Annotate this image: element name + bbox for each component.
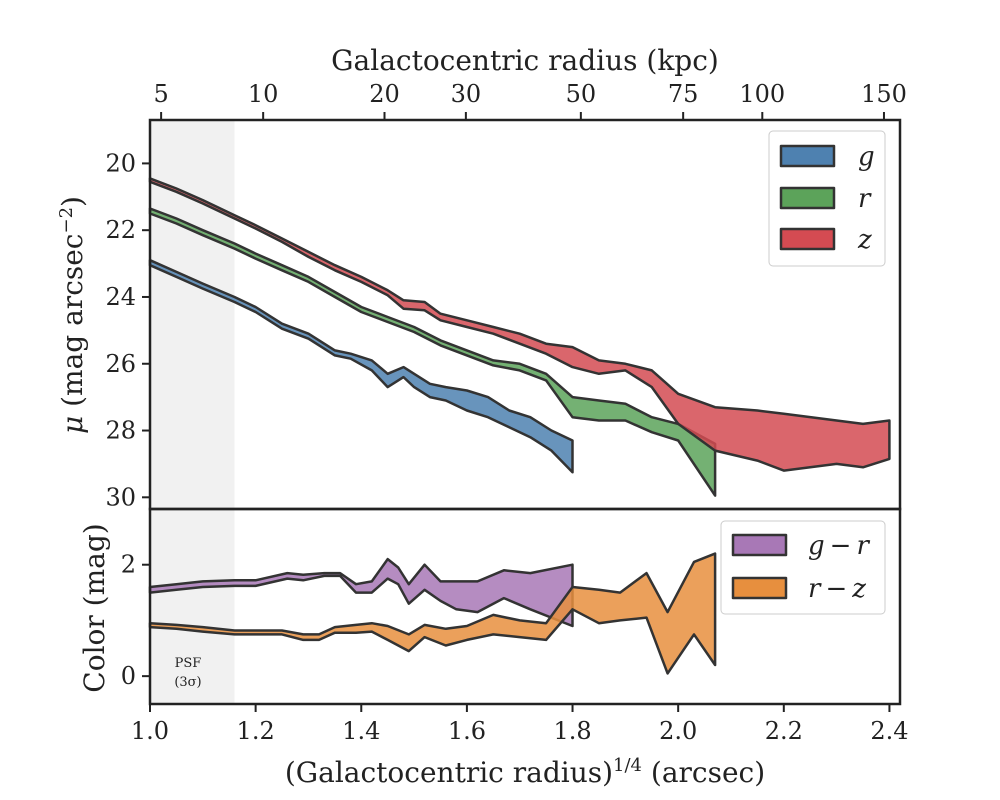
band-r-z [148,552,717,675]
top-legend: g r z [768,130,886,267]
y-tick-label-top: 20 [105,149,136,177]
x-tick-label-top: 30 [451,80,482,108]
legend-swatch-g [779,144,836,168]
legend-swatch-z [779,227,836,251]
x-tick-label-top: 5 [153,80,168,108]
legend-g-r-a: g [808,531,825,561]
y-tick-label-top: 30 [105,483,136,511]
x-tick-label-bottom: 1.6 [448,717,486,745]
axis-ticks: 20 22 24 26 28 30 0 2 1.0 1.2 1.4 1.6 1.8 2.0 2.2 2.4 5 1… [105,80,908,745]
y-tick-label-top: 28 [105,417,136,445]
legend-label-g: g [858,142,875,172]
x-tick-label-top: 20 [369,80,400,108]
bottom-x-axis-title: (Galactocentric radius)1/4 (arcsec) [285,755,765,789]
bottom-legend: g − r r − z [720,520,886,615]
x-tick-label-bottom: 1.2 [237,717,275,745]
band-g [148,258,574,474]
bottom-y-axis-title: Color (mag) [78,523,111,692]
legend-label-r: r [858,184,872,214]
legend-r-z-a: r [808,574,822,604]
legend-g-r-b: r [856,531,870,561]
x-tick-label-top: 10 [248,80,279,108]
legend-r-z-op: − [825,574,847,604]
y-tick-label-top: 22 [105,216,136,244]
legend-g-r-op: − [830,531,852,561]
top-x-axis-title: Galactocentric radius (kpc) [331,44,719,77]
top-panel-bands [148,177,891,497]
psf-region-bottom [150,509,235,704]
psf-region-top [150,120,235,509]
x-tick-label-top: 150 [861,80,907,108]
legend-swatch-r-z [731,576,788,600]
bottom-panel-frame [148,507,902,706]
legend-label-g-r: g − r [808,531,870,561]
y-unit: (mag arcsec [56,234,89,416]
psf-label: PSF [175,656,202,671]
y-unit-exponent: −2 [56,207,77,234]
y-tick-label-bottom: 0 [121,662,136,690]
x-tick-label-top: 75 [668,80,699,108]
x-tick-label-bottom: 1.0 [131,717,169,745]
x-title-unit: (arcsec) [642,756,765,789]
x-tick-label-bottom: 2.0 [659,717,697,745]
band-r [148,207,717,497]
y-unit-close: ) [56,196,89,207]
x-tick-label-top: 50 [566,80,597,108]
y-tick-label-bottom: 2 [121,551,136,579]
x-tick-label-bottom: 1.8 [553,717,591,745]
y-tick-label-top: 24 [105,283,136,311]
x-tick-label-top: 100 [739,80,785,108]
legend-swatch-r [779,186,836,210]
legend-label-r-z: r − z [808,574,866,604]
top-y-axis-title: μ (mag arcsec−2) [56,196,89,434]
x-tick-label-bottom: 1.4 [342,717,380,745]
x-title-exponent: 1/4 [613,755,642,776]
legend-label-z: z [857,225,872,255]
band-z [148,177,891,472]
mu-symbol: μ [56,416,89,434]
x-tick-label-bottom: 2.2 [765,717,803,745]
bottom-panel-bands [148,552,717,675]
x-title-main: (Galactocentric radius) [285,756,613,789]
y-tick-label-top: 26 [105,350,136,378]
x-tick-label-bottom: 2.4 [870,717,908,745]
psf-sigma-label: (3σ) [174,675,201,690]
band-g-r [148,557,574,628]
legend-r-z-b: z [851,574,866,604]
legend-swatch-g-r [731,533,788,557]
